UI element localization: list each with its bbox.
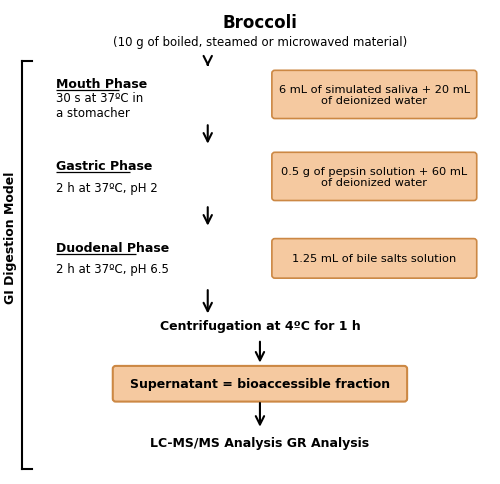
Text: 30 s at 37ºC in
a stomacher: 30 s at 37ºC in a stomacher: [56, 92, 144, 120]
Text: 6 mL of simulated saliva + 20 mL
of deionized water: 6 mL of simulated saliva + 20 mL of deio…: [279, 84, 470, 106]
Text: Broccoli: Broccoli: [222, 14, 298, 32]
Text: Mouth Phase: Mouth Phase: [56, 78, 148, 91]
FancyBboxPatch shape: [272, 71, 476, 119]
Text: 2 h at 37ºC, pH 6.5: 2 h at 37ºC, pH 6.5: [56, 263, 169, 276]
Text: Gastric Phase: Gastric Phase: [56, 160, 152, 173]
Text: 0.5 g of pepsin solution + 60 mL
of deionized water: 0.5 g of pepsin solution + 60 mL of deio…: [281, 166, 468, 188]
FancyBboxPatch shape: [113, 366, 407, 402]
FancyBboxPatch shape: [272, 153, 476, 201]
FancyBboxPatch shape: [272, 239, 476, 279]
Text: Supernatant = bioaccessible fraction: Supernatant = bioaccessible fraction: [130, 378, 390, 391]
Text: LC-MS/MS Analysis GR Analysis: LC-MS/MS Analysis GR Analysis: [150, 436, 370, 449]
Text: GI Digestion Model: GI Digestion Model: [4, 171, 17, 303]
Text: (10 g of boiled, steamed or microwaved material): (10 g of boiled, steamed or microwaved m…: [113, 36, 407, 49]
Text: 2 h at 37ºC, pH 2: 2 h at 37ºC, pH 2: [56, 181, 158, 194]
Text: Duodenal Phase: Duodenal Phase: [56, 242, 170, 255]
Text: 1.25 mL of bile salts solution: 1.25 mL of bile salts solution: [292, 254, 456, 264]
Text: Centrifugation at 4ºC for 1 h: Centrifugation at 4ºC for 1 h: [160, 320, 360, 333]
